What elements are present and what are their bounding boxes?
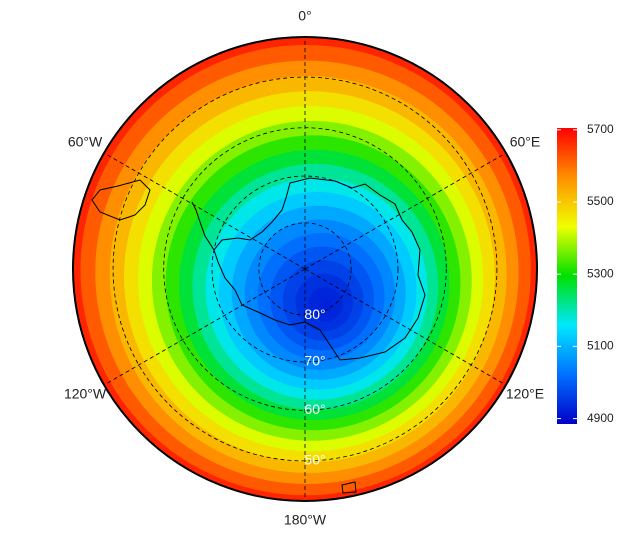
field-band [320,300,333,312]
colorbar-label: 5500 [587,194,614,208]
colorbar-label: 5100 [587,339,614,353]
meridian [304,268,507,386]
lat-label: 70° [304,353,325,369]
colorbar [557,128,577,424]
lon-label: 120°W [64,386,107,402]
lon-label: 60°W [68,134,103,150]
map-border [72,36,538,502]
lon-label: 120°E [506,386,544,402]
lat-label: 60° [304,401,325,417]
coastline [91,177,426,494]
colorbar-label: 4900 [587,411,614,425]
field [73,37,537,501]
meridian [103,268,306,386]
lat-label: 80° [304,306,325,322]
lon-label: 0° [298,8,311,24]
graticule [103,37,507,501]
colorbar-label: 5700 [587,122,614,136]
lat-circle [258,222,352,316]
meridian [304,152,507,270]
lon-label: 60°E [510,134,541,150]
lat-label: 50° [304,452,325,468]
meridian [103,152,306,270]
colorbar-label: 5300 [587,266,614,280]
lon-label: 180°W [284,512,327,528]
